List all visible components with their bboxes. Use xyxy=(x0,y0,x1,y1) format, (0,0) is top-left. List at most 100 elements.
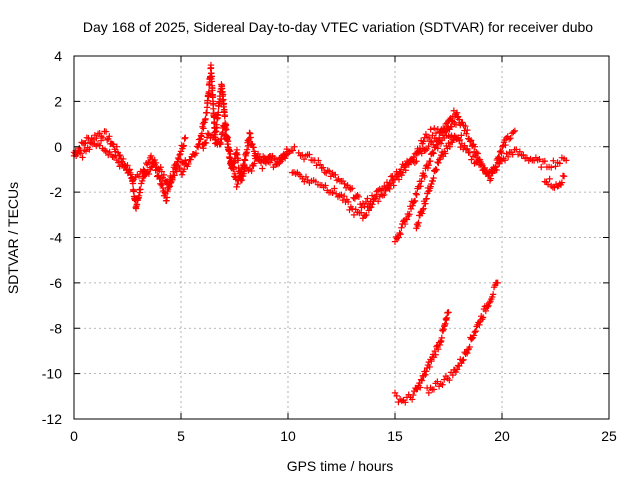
data-point xyxy=(405,161,412,168)
data-point xyxy=(349,205,356,213)
data-point xyxy=(204,130,212,137)
data-point xyxy=(548,164,555,171)
data-point xyxy=(485,302,492,310)
data-point xyxy=(182,134,189,141)
data-point xyxy=(181,135,188,142)
data-point xyxy=(234,151,241,158)
data-point xyxy=(361,202,368,210)
data-point xyxy=(452,121,460,128)
data-point xyxy=(161,189,168,196)
data-point xyxy=(413,191,420,198)
data-point xyxy=(431,347,439,355)
data-point xyxy=(299,151,306,159)
data-point xyxy=(434,145,441,152)
data-point xyxy=(103,148,111,155)
data-point xyxy=(185,160,192,168)
data-point xyxy=(479,314,487,321)
data-point xyxy=(329,189,336,197)
data-point xyxy=(453,366,461,373)
data-point xyxy=(412,190,420,197)
data-point xyxy=(417,384,424,391)
data-point xyxy=(202,115,209,123)
data-point xyxy=(177,158,185,165)
data-point xyxy=(425,188,432,195)
grid-layer xyxy=(74,56,609,419)
data-point xyxy=(470,332,478,339)
data-point xyxy=(93,134,100,142)
data-point xyxy=(446,133,454,141)
data-point xyxy=(456,136,463,144)
data-point xyxy=(442,128,449,135)
data-point xyxy=(449,371,456,379)
data-point xyxy=(489,291,497,298)
series-track-f xyxy=(289,107,519,222)
data-point xyxy=(401,164,408,171)
y-tick-label: 0 xyxy=(54,139,62,155)
data-point xyxy=(484,303,491,310)
data-point xyxy=(435,345,442,353)
data-point xyxy=(158,181,165,189)
data-point xyxy=(236,173,243,181)
data-point xyxy=(396,229,403,237)
data-point xyxy=(350,211,358,219)
data-point xyxy=(422,131,430,138)
data-point xyxy=(119,161,126,169)
data-point xyxy=(313,162,320,169)
data-point xyxy=(456,116,463,123)
series-track-j xyxy=(391,309,452,406)
series-track-b xyxy=(70,137,189,189)
data-point xyxy=(322,182,329,189)
data-point xyxy=(332,190,340,197)
data-point xyxy=(241,157,249,164)
data-point xyxy=(324,167,331,174)
data-point xyxy=(327,173,334,180)
data-point xyxy=(442,150,449,157)
data-point xyxy=(423,145,431,153)
data-point xyxy=(262,159,270,167)
data-point xyxy=(476,321,483,329)
data-point xyxy=(446,143,453,150)
data-point xyxy=(437,140,445,147)
data-point xyxy=(552,163,559,170)
data-point xyxy=(82,148,90,155)
data-point xyxy=(306,151,313,158)
data-point xyxy=(205,88,213,96)
data-point xyxy=(395,234,402,241)
data-point xyxy=(289,147,297,154)
x-tick-label: 10 xyxy=(280,428,296,444)
x-tick-label: 5 xyxy=(177,428,185,444)
data-point xyxy=(466,149,474,156)
data-point xyxy=(145,159,153,166)
data-point xyxy=(429,149,436,156)
data-point xyxy=(96,142,103,149)
data-point xyxy=(243,146,251,153)
data-point xyxy=(445,309,452,316)
data-point xyxy=(492,163,500,170)
data-point xyxy=(364,195,371,202)
data-point xyxy=(425,142,432,150)
data-point xyxy=(158,180,166,187)
data-point xyxy=(234,180,241,188)
data-point xyxy=(247,134,254,141)
data-point xyxy=(466,138,474,145)
data-point xyxy=(520,151,527,159)
data-point xyxy=(127,169,134,177)
data-point xyxy=(446,376,453,384)
data-point xyxy=(141,167,148,175)
data-point xyxy=(541,157,548,165)
data-point xyxy=(158,168,165,175)
data-point xyxy=(459,357,466,364)
data-point xyxy=(79,154,86,161)
data-point xyxy=(401,220,409,228)
data-point xyxy=(390,182,397,189)
data-point xyxy=(467,137,475,144)
data-point xyxy=(439,327,446,334)
data-point xyxy=(163,177,171,185)
y-tick-label: -6 xyxy=(50,275,63,291)
data-point xyxy=(160,171,168,179)
data-point xyxy=(402,399,409,406)
data-point xyxy=(169,176,176,184)
data-point xyxy=(422,371,429,378)
data-point xyxy=(437,338,444,346)
data-point xyxy=(505,135,513,143)
